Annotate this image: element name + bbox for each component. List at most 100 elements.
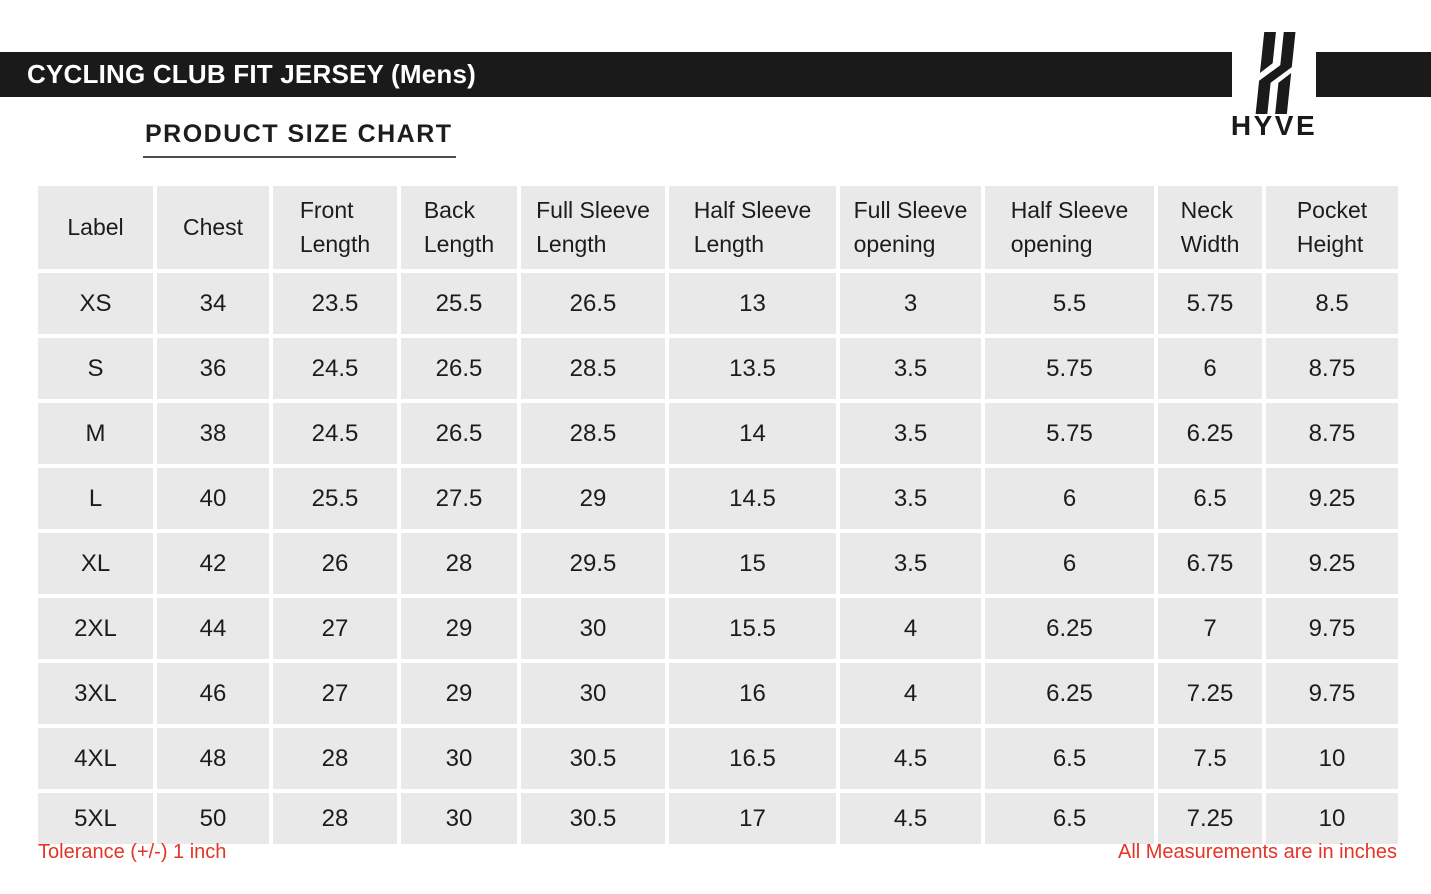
tolerance-note: Tolerance (+/-) 1 inch (38, 841, 227, 863)
column-header: Full Sleeve Length (521, 186, 665, 269)
measurement-cell: 6 (985, 533, 1154, 594)
measurement-cell: 7.25 (1158, 793, 1262, 844)
column-header: Full Sleeve opening (840, 186, 981, 269)
measurement-cell: 30.5 (521, 728, 665, 789)
measurement-cell: 50 (157, 793, 269, 844)
table-row: L 40 25.5 27.5 29 14.5 3.5 6 6.5 9.25 (38, 468, 1398, 529)
units-note: All Measurements are in inches (1117, 841, 1397, 863)
measurement-cell: 26.5 (401, 403, 517, 464)
measurement-cell: 24.5 (273, 403, 397, 464)
section-title: PRODUCT SIZE CHART (143, 120, 456, 158)
measurement-cell: 26.5 (401, 338, 517, 399)
measurement-cell: 8.75 (1266, 338, 1398, 399)
measurement-cell: 29 (401, 663, 517, 724)
measurement-cell: 28.5 (521, 403, 665, 464)
measurement-cell: 28 (273, 728, 397, 789)
measurement-cell: 6.5 (985, 728, 1154, 789)
measurement-cell: 4 (840, 663, 981, 724)
measurement-cell: 10 (1266, 728, 1398, 789)
measurement-cell: 29.5 (521, 533, 665, 594)
measurement-cell: 24.5 (273, 338, 397, 399)
measurement-cell: 6.5 (1158, 468, 1262, 529)
measurement-cell: 8.75 (1266, 403, 1398, 464)
column-header: Back Length (401, 186, 517, 269)
measurement-cell: 10 (1266, 793, 1398, 844)
column-header: Chest (157, 186, 269, 269)
measurement-cell: 16.5 (669, 728, 836, 789)
size-label-cell: 2XL (38, 598, 153, 659)
measurement-cell: 3.5 (840, 468, 981, 529)
measurement-cell: 30.5 (521, 793, 665, 844)
measurement-cell: 28.5 (521, 338, 665, 399)
measurement-cell: 4 (840, 598, 981, 659)
table-row: 5XL 50 28 30 30.5 17 4.5 6.5 7.25 10 (38, 793, 1398, 844)
measurement-cell: 5.75 (1158, 273, 1262, 334)
size-label-cell: M (38, 403, 153, 464)
measurement-cell: 16 (669, 663, 836, 724)
measurement-cell: 7.25 (1158, 663, 1262, 724)
measurement-cell: 5.75 (985, 338, 1154, 399)
measurement-cell: 14.5 (669, 468, 836, 529)
product-title-banner: CYCLING CLUB FIT JERSEY (Mens) (0, 52, 1431, 97)
measurement-cell: 3 (840, 273, 981, 334)
measurement-cell: 6.25 (985, 663, 1154, 724)
measurement-cell: 36 (157, 338, 269, 399)
measurement-cell: 9.25 (1266, 468, 1398, 529)
measurement-cell: 6 (985, 468, 1154, 529)
hyve-h-monogram-icon (1255, 32, 1296, 114)
measurement-cell: 6.25 (985, 598, 1154, 659)
size-table-body: XS 34 23.5 25.5 26.5 13 3 5.5 5.75 8.5 S 36 24.5 26.5… (38, 273, 1398, 844)
table-row: 3XL 46 27 29 30 16 4 6.25 7.25 9.75 (38, 663, 1398, 724)
measurement-cell: 34 (157, 273, 269, 334)
measurement-cell: 30 (401, 728, 517, 789)
measurement-cell: 25.5 (401, 273, 517, 334)
measurement-cell: 25.5 (273, 468, 397, 529)
measurement-cell: 7.5 (1158, 728, 1262, 789)
table-row: 4XL 48 28 30 30.5 16.5 4.5 6.5 7.5 10 (38, 728, 1398, 789)
measurement-cell: 7 (1158, 598, 1262, 659)
measurement-cell: 42 (157, 533, 269, 594)
measurement-cell: 9.25 (1266, 533, 1398, 594)
measurement-cell: 14 (669, 403, 836, 464)
measurement-cell: 6 (1158, 338, 1262, 399)
measurement-cell: 17 (669, 793, 836, 844)
table-row: 2XL 44 27 29 30 15.5 4 6.25 7 9.75 (38, 598, 1398, 659)
measurement-cell: 26 (273, 533, 397, 594)
measurement-cell: 30 (521, 598, 665, 659)
measurement-cell: 30 (521, 663, 665, 724)
measurement-cell: 6.5 (985, 793, 1154, 844)
column-header: Front Length (273, 186, 397, 269)
measurement-cell: 15.5 (669, 598, 836, 659)
size-table-header-row: Label Chest Front Length Back Length Full Slee… (38, 186, 1398, 269)
measurement-cell: 5.75 (985, 403, 1154, 464)
measurement-cell: 3.5 (840, 403, 981, 464)
measurement-cell: 15 (669, 533, 836, 594)
size-label-cell: 5XL (38, 793, 153, 844)
measurement-cell: 27 (273, 663, 397, 724)
measurement-cell: 13.5 (669, 338, 836, 399)
measurement-cell: 46 (157, 663, 269, 724)
size-label-cell: 4XL (38, 728, 153, 789)
measurement-cell: 8.5 (1266, 273, 1398, 334)
column-header: Half Sleeve Length (669, 186, 836, 269)
measurement-cell: 4.5 (840, 793, 981, 844)
measurement-cell: 3.5 (840, 338, 981, 399)
measurement-cell: 27.5 (401, 468, 517, 529)
size-label-cell: 3XL (38, 663, 153, 724)
measurement-cell: 27 (273, 598, 397, 659)
measurement-cell: 44 (157, 598, 269, 659)
measurement-cell: 6.25 (1158, 403, 1262, 464)
table-row: XL 42 26 28 29.5 15 3.5 6 6.75 9.25 (38, 533, 1398, 594)
column-header: Pocket Height (1266, 186, 1398, 269)
brand-logo (1232, 28, 1316, 114)
size-label-cell: XL (38, 533, 153, 594)
measurement-cell: 40 (157, 468, 269, 529)
column-header: Half Sleeve opening (985, 186, 1154, 269)
measurement-cell: 4.5 (840, 728, 981, 789)
measurement-cell: 48 (157, 728, 269, 789)
table-row: M 38 24.5 26.5 28.5 14 3.5 5.75 6.25 8.75 (38, 403, 1398, 464)
measurement-cell: 6.75 (1158, 533, 1262, 594)
size-label-cell: L (38, 468, 153, 529)
measurement-cell: 30 (401, 793, 517, 844)
